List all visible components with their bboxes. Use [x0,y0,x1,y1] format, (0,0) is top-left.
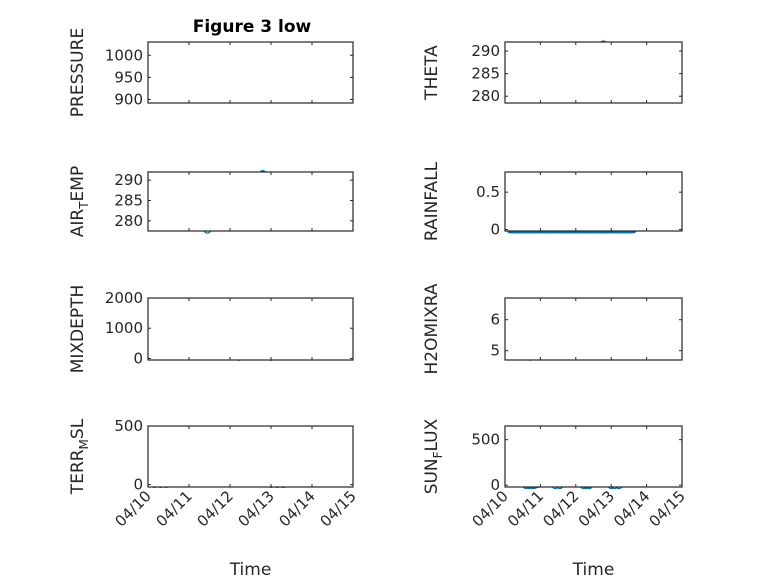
x-tick-label: 04/12 [539,487,582,530]
axes-frame [504,171,683,232]
y-tick-label: 280 [114,212,143,230]
y-tick-label: 0.5 [476,183,500,201]
y-tick-label: 0 [133,476,143,494]
subplot-theta: 280 285 290 THETA [422,40,683,105]
y-axis-label: SUNFLUX [422,418,445,494]
y-tick-label: 2000 [105,289,143,307]
axes-frame [504,297,683,361]
y-tick-label: 285 [471,65,500,83]
y-tick-label: 500 [114,417,143,435]
x-axis-label: Time [229,560,272,580]
y-axis-label: THETA [422,45,442,101]
y-tick-label: 285 [114,191,143,209]
subplot-air_temp: 280 285 290 AIRTEMP [68,166,354,237]
subplot-sun_flux: 050004/1004/1104/1204/1304/1404/15TimeSU… [422,418,689,580]
axes-frame [504,425,683,488]
y-axis-label: RAINFALL [422,161,442,241]
y-tick-label: 290 [114,171,143,189]
y-tick-label: 500 [471,431,500,449]
x-tick-label: 04/13 [235,487,278,530]
y-tick-label: 0 [490,221,500,239]
axes-frame [147,41,354,104]
x-axis-label: Time [572,560,615,580]
x-tick-label: 04/12 [194,487,237,530]
y-axis-label: H2OMIXRA [422,283,442,374]
subplot-mixdepth: 0 1000 2000 MIXDEPTH [68,285,354,374]
y-tick-label: 6 [490,311,500,329]
x-tick-label: 04/13 [575,487,618,530]
y-axis-label: TERRMSL [68,418,91,495]
y-axis-label: MIXDEPTH [68,285,88,374]
y-tick-label: 1000 [105,46,143,64]
y-tick-label: 5 [490,342,500,360]
x-tick-label: 04/11 [504,487,547,530]
subplot-rainfall: 0 0.5 RAINFALL [422,161,683,241]
subplot-pressure: 900 950 1000 PRESSURE [68,28,354,117]
subplot-terr_msl: 050004/1004/1104/1204/1304/1404/15TimeTE… [68,417,360,580]
y-tick-label: 950 [114,68,143,86]
axes-frame [147,297,354,361]
y-axis-label: PRESSURE [68,28,88,117]
y-tick-label: 0 [490,476,500,494]
x-tick-label: 04/11 [153,487,196,530]
x-tick-label: 04/14 [276,487,319,530]
y-tick-label: 0 [133,349,143,367]
y-tick-label: 290 [471,42,500,60]
y-axis-label: AIRTEMP [68,166,91,237]
y-tick-label: 1000 [105,319,143,337]
subplot-grid: 900 950 1000 PRESSURE 280 285 290 THETA 280 285 29… [68,28,689,580]
x-tick-label: 04/15 [317,487,360,530]
y-tick-label: 900 [114,90,143,108]
y-tick-label: 280 [471,87,500,105]
x-tick-label: 04/15 [646,487,689,530]
x-tick-label: 04/14 [610,487,653,530]
axes-frame [504,41,683,104]
subplot-h2omixra: 5 6 H2OMIXRA [422,283,683,375]
axes-frame [147,425,354,488]
axes-frame [147,171,354,232]
figure-title: Figure 3 low [193,17,312,37]
